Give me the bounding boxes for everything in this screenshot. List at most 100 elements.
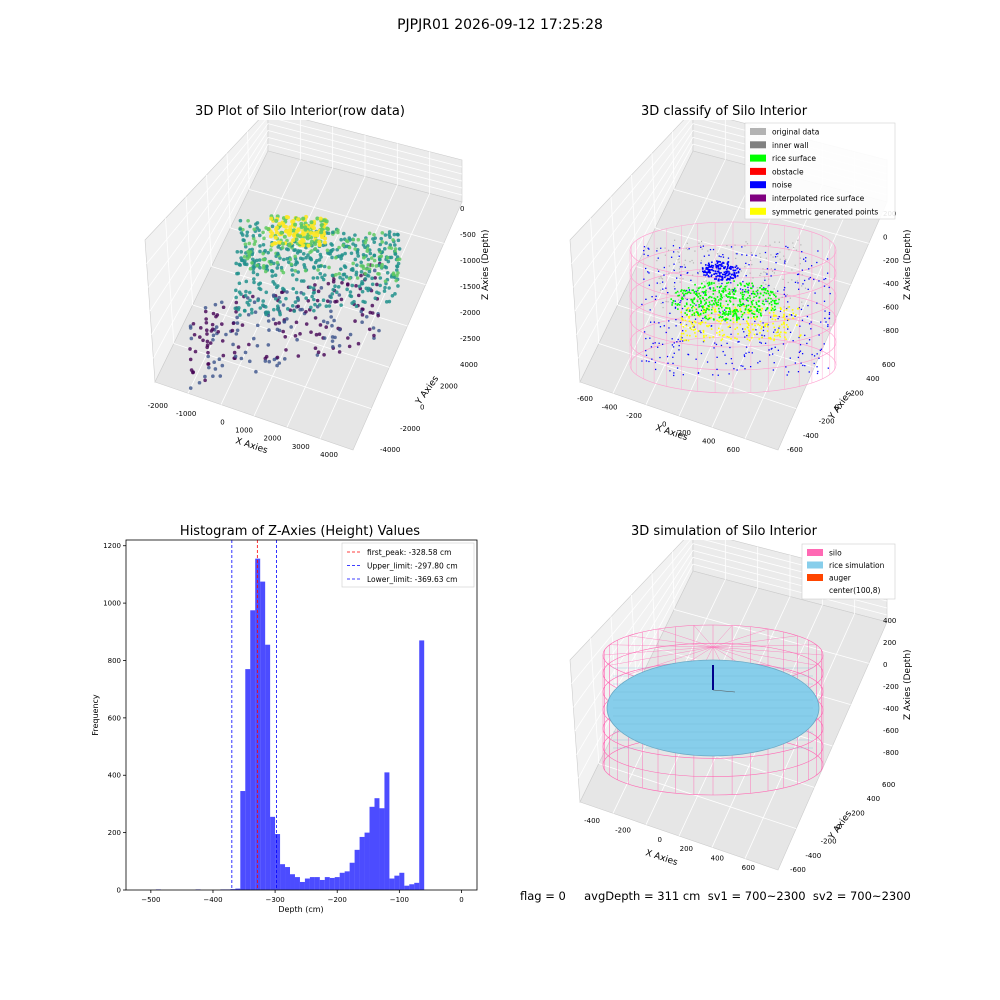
data-point: [275, 266, 280, 270]
plot4-xlabel: X Axies: [644, 848, 679, 868]
noise-point: [691, 321, 694, 324]
noise-point: [798, 351, 801, 353]
histogram-vlines: [231, 540, 277, 890]
data-point: [372, 333, 376, 338]
rice-surface-point: [733, 312, 736, 315]
data-point: [280, 245, 285, 250]
noise-point: [697, 371, 700, 374]
rice-surface-point: [739, 305, 741, 308]
plot4-xtick: 400: [711, 855, 724, 863]
noise-point: [708, 270, 711, 273]
data-point: [197, 380, 202, 385]
rice-surface-point: [775, 303, 778, 305]
data-point: [263, 305, 268, 309]
histogram-bar: [399, 872, 405, 890]
rice-surface-point: [743, 311, 746, 314]
data-point: [294, 237, 299, 242]
rice-surface-point: [702, 305, 704, 307]
original-point: [685, 247, 687, 249]
original-point: [771, 270, 774, 272]
data-point: [239, 356, 244, 361]
original-point: [659, 289, 662, 291]
rice-surface-point: [750, 305, 752, 308]
noise-point: [695, 290, 697, 293]
plot1-ytick: 0: [420, 404, 424, 412]
rice-surface-point: [704, 303, 706, 306]
symmetric-point: [778, 333, 781, 336]
data-point: [379, 236, 384, 241]
original-point: [687, 248, 689, 251]
noise-point: [824, 310, 826, 312]
original-point: [800, 244, 802, 246]
y-tick-label: 800: [108, 657, 121, 665]
symmetric-point: [728, 325, 731, 327]
symmetric-point: [777, 329, 779, 331]
rice-surface-point: [745, 282, 748, 285]
noise-point: [810, 328, 812, 330]
noise-point: [701, 267, 704, 269]
data-point: [266, 250, 271, 255]
data-point: [261, 242, 266, 247]
rice-surface-point: [766, 306, 769, 309]
noise-point: [783, 262, 786, 264]
rice-surface-point: [755, 295, 758, 297]
plot4-ytick: -600: [790, 866, 806, 874]
symmetric-point: [737, 333, 739, 335]
data-point: [242, 255, 247, 259]
data-point: [257, 258, 262, 262]
data-point: [370, 263, 375, 268]
plot1-ytick: 2000: [440, 382, 458, 390]
data-point: [356, 237, 361, 242]
data-point: [277, 321, 281, 325]
data-point: [220, 363, 225, 368]
data-point: [266, 319, 271, 323]
data-point: [188, 326, 193, 330]
data-point: [289, 262, 294, 267]
data-point: [255, 344, 260, 348]
original-point: [762, 268, 764, 270]
symmetric-point: [768, 312, 771, 314]
noise-point: [678, 247, 681, 249]
rice-surface-point: [690, 298, 693, 301]
data-point: [188, 347, 192, 351]
data-point: [292, 309, 297, 313]
data-point: [311, 231, 316, 236]
data-point: [234, 309, 238, 314]
noise-point: [716, 260, 718, 262]
original-point: [698, 294, 701, 296]
rice-surface-point: [744, 288, 747, 291]
rice-surface-point: [693, 292, 696, 294]
symmetric-point: [785, 338, 787, 341]
plot4-ytick: 400: [867, 795, 880, 803]
original-point: [765, 245, 767, 247]
data-point: [188, 386, 193, 390]
noise-point: [717, 261, 719, 263]
rice-surface-point: [710, 312, 713, 314]
rice-surface-point: [716, 286, 719, 288]
data-point: [378, 242, 383, 247]
silo-roof-line: [628, 646, 714, 675]
noise-point: [679, 321, 682, 324]
legend-swatch: [750, 207, 766, 215]
data-point: [394, 268, 399, 272]
original-point: [678, 258, 680, 260]
noise-point: [678, 344, 680, 347]
data-point: [364, 267, 369, 271]
symmetric-point: [696, 314, 699, 317]
original-point: [668, 265, 671, 267]
symmetric-point: [712, 336, 715, 338]
data-point: [285, 290, 289, 294]
plot2-ytick: 600: [882, 361, 895, 369]
rice-surface-point: [736, 308, 738, 311]
data-point: [351, 237, 356, 242]
rice-surface-point: [705, 301, 707, 304]
noise-point: [763, 335, 766, 337]
data-point: [291, 286, 296, 291]
noise-point: [720, 344, 723, 347]
data-point: [319, 286, 324, 290]
data-point: [368, 310, 373, 315]
noise-point: [738, 341, 740, 343]
data-point: [282, 357, 287, 361]
data-point: [255, 263, 260, 268]
data-point: [273, 273, 278, 278]
